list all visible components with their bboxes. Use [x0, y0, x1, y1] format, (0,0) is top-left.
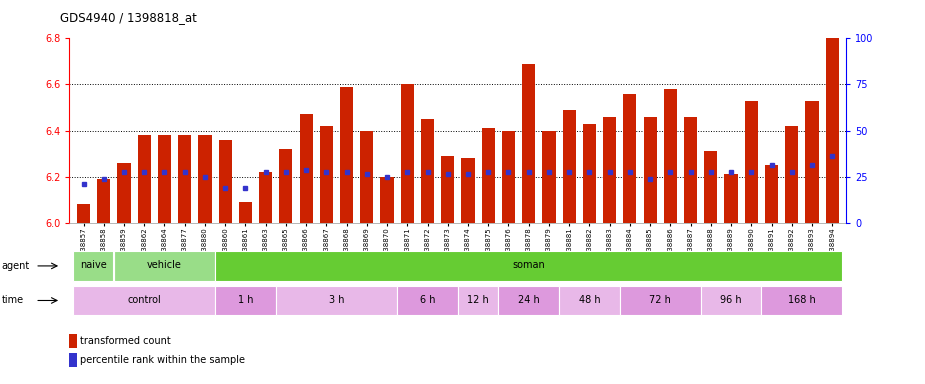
Bar [69, 334, 77, 348]
Bar [114, 251, 215, 281]
Bar [215, 286, 276, 315]
Bar [458, 286, 499, 315]
Bar [397, 286, 458, 315]
Text: vehicle: vehicle [147, 260, 182, 270]
Text: time: time [2, 295, 24, 306]
Bar [603, 117, 616, 223]
Bar [499, 286, 559, 315]
Bar [73, 286, 215, 315]
Bar [765, 165, 778, 223]
Text: 12 h: 12 h [467, 295, 489, 305]
Bar [482, 128, 495, 223]
Bar [623, 94, 636, 223]
Text: 48 h: 48 h [578, 295, 600, 305]
Bar [276, 286, 397, 315]
Bar [562, 110, 575, 223]
Bar [684, 117, 697, 223]
Bar [806, 101, 819, 223]
Text: transformed count: transformed count [80, 336, 170, 346]
Bar [700, 286, 761, 315]
Bar [522, 64, 536, 223]
Bar [761, 286, 843, 315]
Bar [69, 353, 77, 367]
Text: 1 h: 1 h [238, 295, 253, 305]
Text: agent: agent [2, 261, 31, 271]
Text: 6 h: 6 h [420, 295, 436, 305]
Text: control: control [128, 295, 161, 305]
Bar [644, 117, 657, 223]
Bar [138, 135, 151, 223]
Bar [421, 119, 434, 223]
Text: 72 h: 72 h [649, 295, 672, 305]
Bar [279, 149, 292, 223]
Text: 96 h: 96 h [721, 295, 742, 305]
Bar [664, 89, 677, 223]
Bar [745, 101, 758, 223]
Bar [380, 177, 394, 223]
Bar [620, 286, 700, 315]
Text: GDS4940 / 1398818_at: GDS4940 / 1398818_at [60, 12, 197, 25]
Bar [77, 204, 90, 223]
Text: 24 h: 24 h [518, 295, 539, 305]
Bar [320, 126, 333, 223]
Bar [462, 158, 475, 223]
Text: percentile rank within the sample: percentile rank within the sample [80, 355, 245, 365]
Bar [724, 174, 737, 223]
Bar [583, 124, 596, 223]
Bar [259, 172, 272, 223]
Bar [158, 135, 171, 223]
Bar [97, 179, 110, 223]
Bar [218, 140, 232, 223]
Bar [179, 135, 191, 223]
Bar [704, 151, 718, 223]
Bar [401, 84, 413, 223]
Bar [559, 286, 620, 315]
Bar [502, 131, 515, 223]
Bar [239, 202, 252, 223]
Bar [826, 38, 839, 223]
Bar [785, 126, 798, 223]
Text: 168 h: 168 h [788, 295, 816, 305]
Bar [441, 156, 454, 223]
Bar [300, 114, 313, 223]
Text: soman: soman [512, 260, 545, 270]
Text: 3 h: 3 h [328, 295, 344, 305]
Bar [117, 163, 130, 223]
Bar [73, 251, 114, 281]
Text: naive: naive [80, 260, 107, 270]
Bar [360, 131, 374, 223]
Bar [542, 131, 556, 223]
Bar [198, 135, 212, 223]
Bar [340, 87, 353, 223]
Bar [215, 251, 843, 281]
